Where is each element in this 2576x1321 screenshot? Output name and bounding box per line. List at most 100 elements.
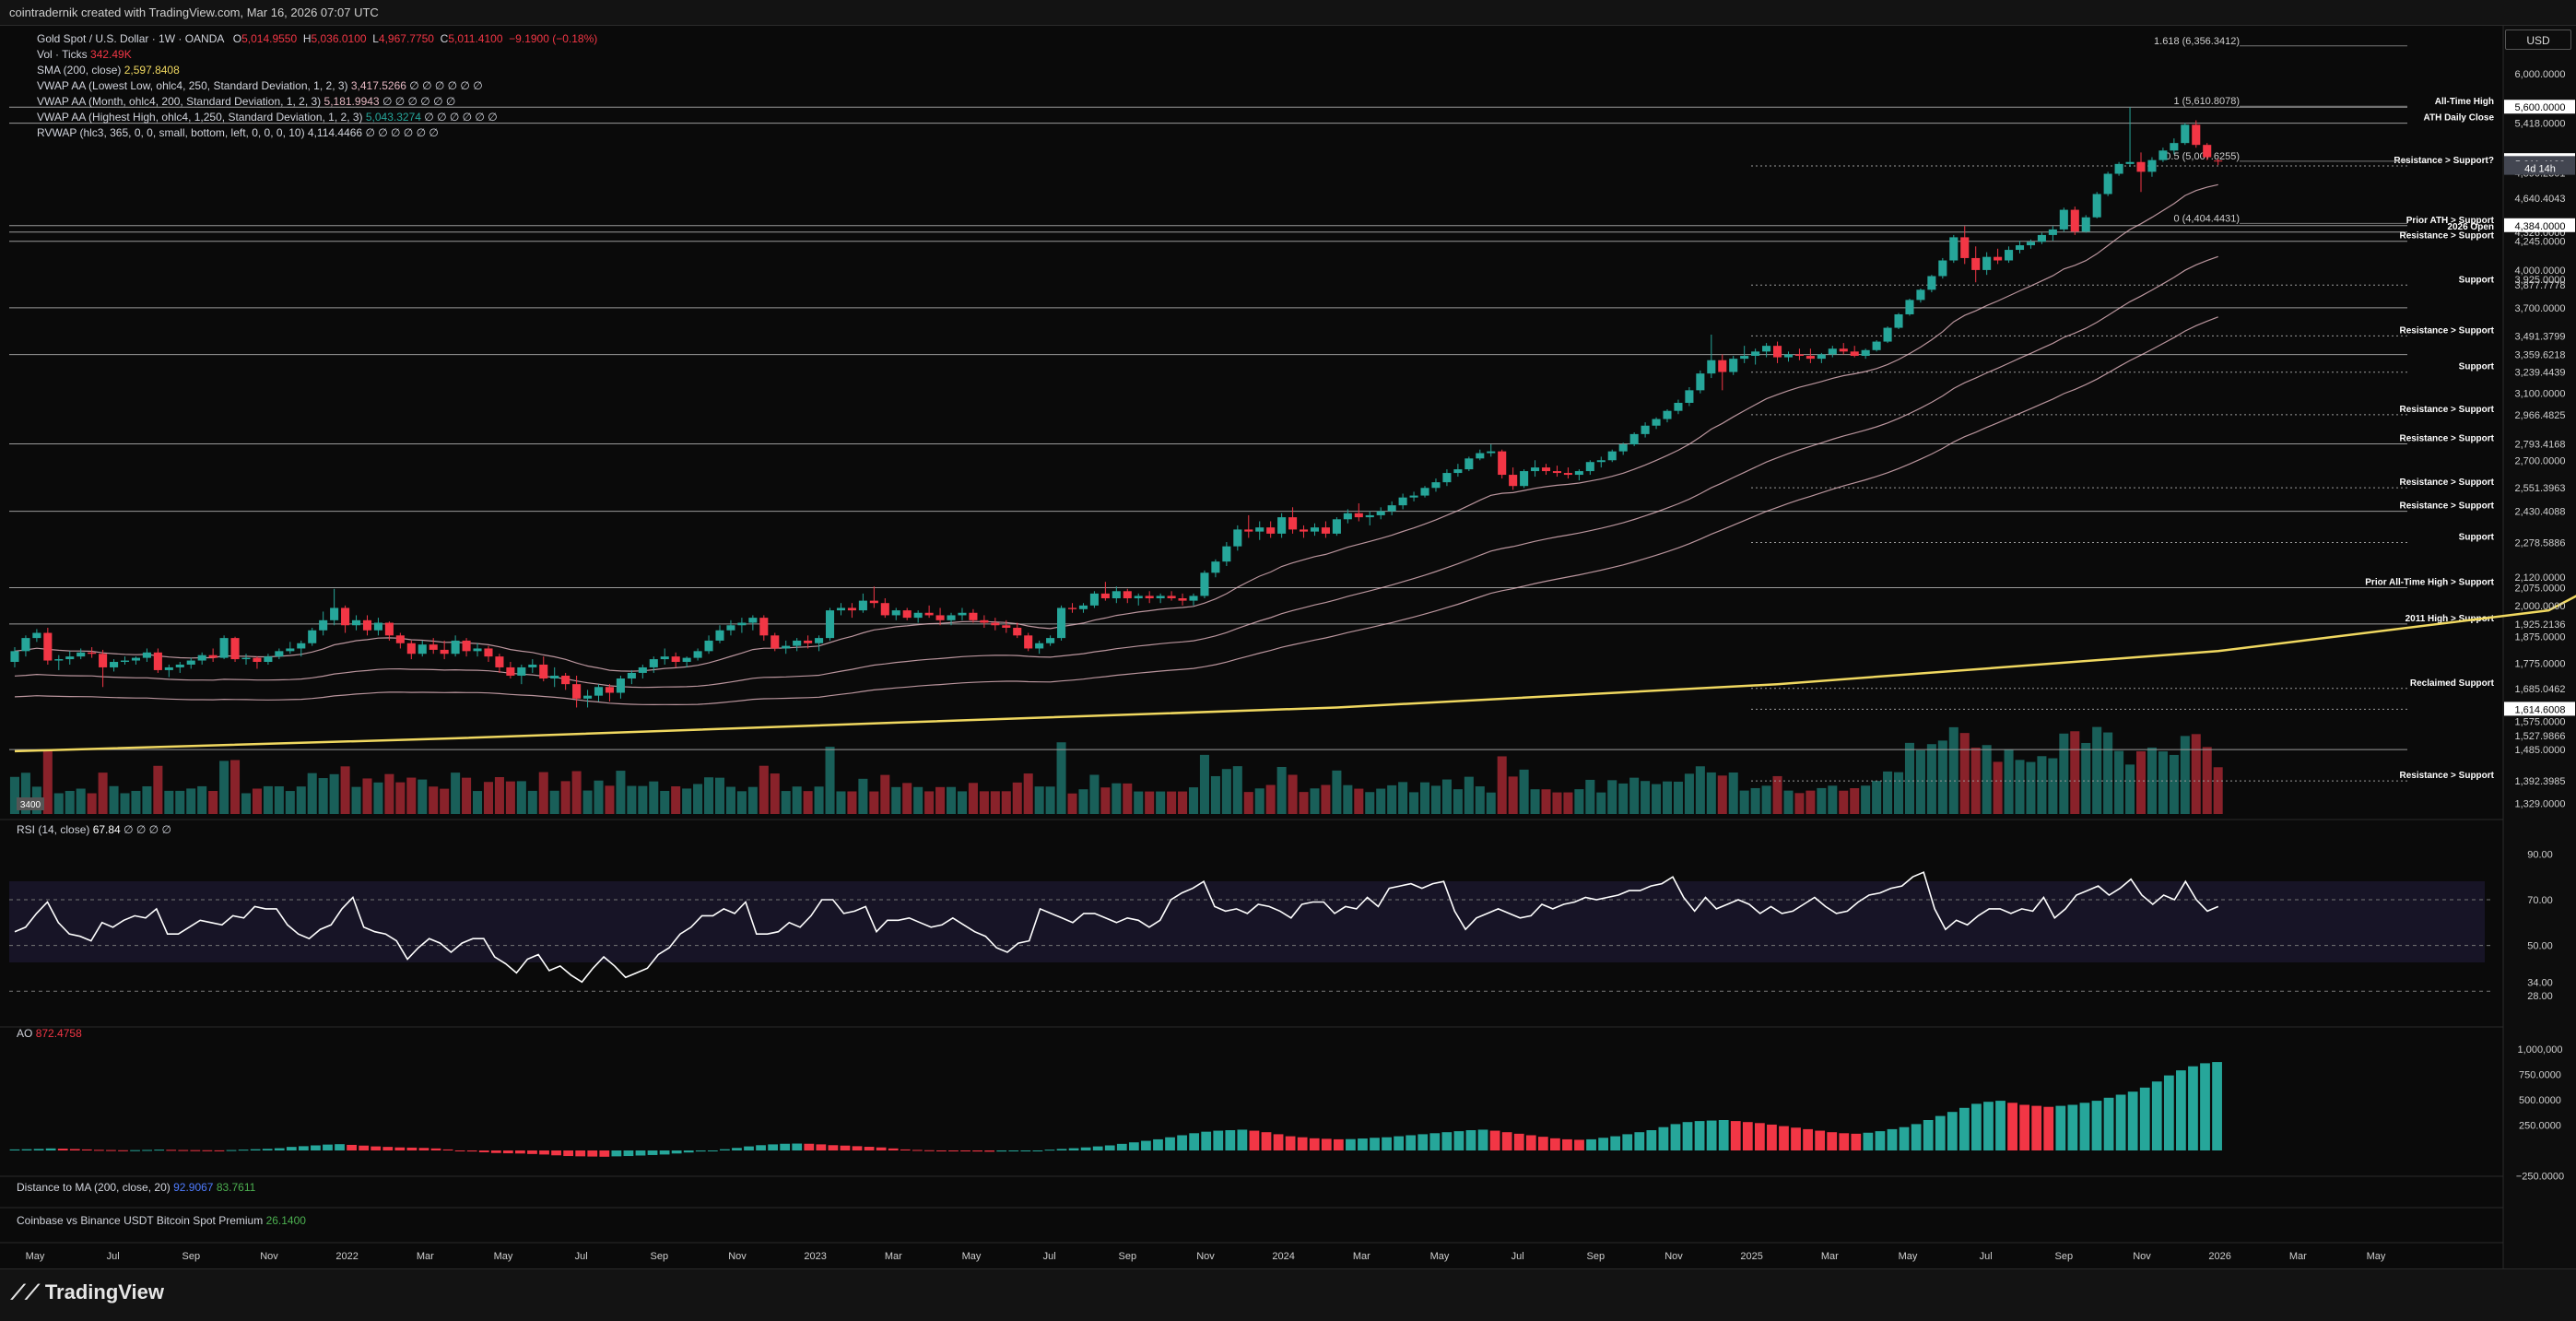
ao-bar [876, 1147, 887, 1150]
price-tick-label: 3,925.0000 [2514, 275, 2565, 286]
price-tick-label: 1,527.9866 [2514, 731, 2565, 742]
volume-bar [208, 791, 218, 814]
candle-body [1244, 529, 1253, 532]
volume-bar [725, 786, 735, 814]
time-axis: May Jul Sep Nov 2022 Mar May Jul Sep Nov 2023 Mar Ma… [26, 1251, 2386, 1262]
price-tick-label: 3,100.0000 [2514, 389, 2565, 400]
level-label: Prior ATH > Support [2406, 216, 2495, 226]
legend-rvwap-row[interactable]: RVWAP (hlc3, 365, 0, 0, small, bottom, l… [37, 125, 597, 141]
volume-bar [1299, 792, 1309, 814]
candle-body [1134, 596, 1143, 599]
volume-bar [505, 781, 515, 814]
volume-bar [1959, 733, 1970, 814]
candle-body [991, 622, 1000, 626]
candle-body [605, 687, 615, 693]
candle-body [1916, 289, 1925, 301]
currency-button[interactable]: USD [2505, 29, 2571, 50]
volume-bar [1993, 761, 2003, 814]
dist-ma-label: Distance to MA (200, close, 20) [17, 1181, 171, 1194]
price-badge [2504, 702, 2575, 716]
ao-bar [1803, 1128, 1813, 1150]
volume-bar [792, 786, 802, 814]
ao-bar [1417, 1134, 1429, 1150]
ao-bar [1706, 1120, 1717, 1150]
volume-bar [1376, 788, 1386, 814]
candle-body [1982, 256, 1992, 270]
candle-body [693, 651, 702, 658]
candle-body [572, 684, 582, 699]
ao-bar [1513, 1133, 1524, 1150]
candle-body [1200, 572, 1209, 596]
candle-body [275, 651, 284, 657]
ao-bar [1177, 1135, 1187, 1150]
volume-bar [1178, 791, 1188, 814]
legend-vwap3-row[interactable]: VWAP AA (Highest High, ohlc4, 1,250, Sta… [37, 110, 597, 125]
candle-body [1255, 527, 1264, 532]
legend-rvwap-dots: ∅ ∅ ∅ ∅ ∅ ∅ [365, 126, 439, 139]
candle-body [947, 615, 956, 620]
volume-bar [131, 790, 141, 814]
volume-bar [285, 791, 295, 814]
ao-bar [2007, 1103, 2017, 1150]
ao-bar [2103, 1097, 2114, 1150]
candle-body [1057, 607, 1066, 639]
chart-canvas[interactable]: All-Time High ATH Daily Close Resistance >… [0, 26, 2576, 1268]
time-tick-label: Nov [2133, 1251, 2151, 1262]
ao-bar [551, 1150, 561, 1156]
dist-ma-legend[interactable]: Distance to MA (200, close, 20) 92.9067 … [17, 1180, 255, 1196]
candle-body [1772, 346, 1782, 358]
legend-vwap2-row[interactable]: VWAP AA (Month, ohlc4, 200, Standard Dev… [37, 94, 597, 110]
price-tick-label: 2,278.5886 [2514, 537, 2565, 548]
volume-bar [2092, 726, 2102, 814]
volume-bar [429, 786, 439, 814]
legend-rvwap-value: 4,114.4466 [307, 126, 363, 139]
candle-body [451, 640, 460, 655]
volume-bar [1706, 772, 1716, 814]
candle-body [616, 678, 625, 693]
ao-bar [623, 1150, 634, 1157]
price-tick-label: 2,120.0000 [2514, 572, 2565, 584]
premium-legend[interactable]: Coinbase vs Binance USDT Bitcoin Spot Pr… [17, 1213, 306, 1229]
time-tick-label: May [1430, 1251, 1450, 1262]
legend-vol-row[interactable]: Vol · Ticks 342.49K [37, 47, 597, 63]
ao-bar [611, 1150, 622, 1157]
volume-bar [649, 781, 659, 814]
volume-bar [1034, 786, 1044, 814]
ao-bar [972, 1150, 982, 1152]
candle-body [1002, 625, 1011, 629]
ao-bar [2176, 1070, 2186, 1150]
legend-sma-row[interactable]: SMA (200, close) 2,597.8408 [37, 63, 597, 78]
candle-body [517, 666, 526, 676]
candle-body [2170, 143, 2179, 151]
volume-bar [2135, 751, 2147, 814]
ao-bar [178, 1150, 189, 1151]
candle-body [1629, 433, 1639, 445]
tradingview-logo[interactable]: ⟋⟋ TradingView [11, 1280, 164, 1304]
legend-symbol[interactable]: Gold Spot / U.S. Dollar · 1W · OANDA [37, 32, 224, 45]
candle-body [241, 657, 251, 660]
volume-bar [1475, 786, 1485, 814]
legend-close: 5,011.4100 [448, 32, 503, 45]
price-tick-label: 2,075.0000 [2514, 583, 2565, 594]
fib-label: 0 (4,404.4431) [2173, 213, 2240, 224]
legend-sma-value: 2,597.8408 [124, 64, 180, 77]
rsi-tick-label: 28.00 [2527, 991, 2553, 1002]
ao-legend[interactable]: AO 872.4758 [17, 1026, 82, 1042]
ao-bar [106, 1150, 116, 1151]
candle-body [253, 657, 262, 663]
volume-bar [1188, 787, 1199, 814]
level-lines: All-Time High ATH Daily Close Resistance >… [9, 97, 2495, 782]
volume-bar [1806, 790, 1816, 814]
ao-bar [1851, 1133, 1862, 1150]
rsi-legend[interactable]: RSI (14, close) 67.84 ∅ ∅ ∅ ∅ [17, 822, 171, 838]
volume-bar [120, 793, 130, 814]
legend-symbol-row: Gold Spot / U.S. Dollar · 1W · OANDA O5,… [37, 31, 597, 47]
ao-bar [792, 1143, 803, 1150]
ao-bar [780, 1143, 791, 1150]
volume-bar [1453, 789, 1463, 814]
volume-bar [53, 793, 64, 814]
price-badge [2504, 218, 2575, 232]
candle-body [539, 664, 548, 679]
legend-vwap1-row[interactable]: VWAP AA (Lowest Low, ohlc4, 250, Standar… [37, 78, 597, 94]
price-tick-label: 1,329.0000 [2514, 798, 2565, 809]
